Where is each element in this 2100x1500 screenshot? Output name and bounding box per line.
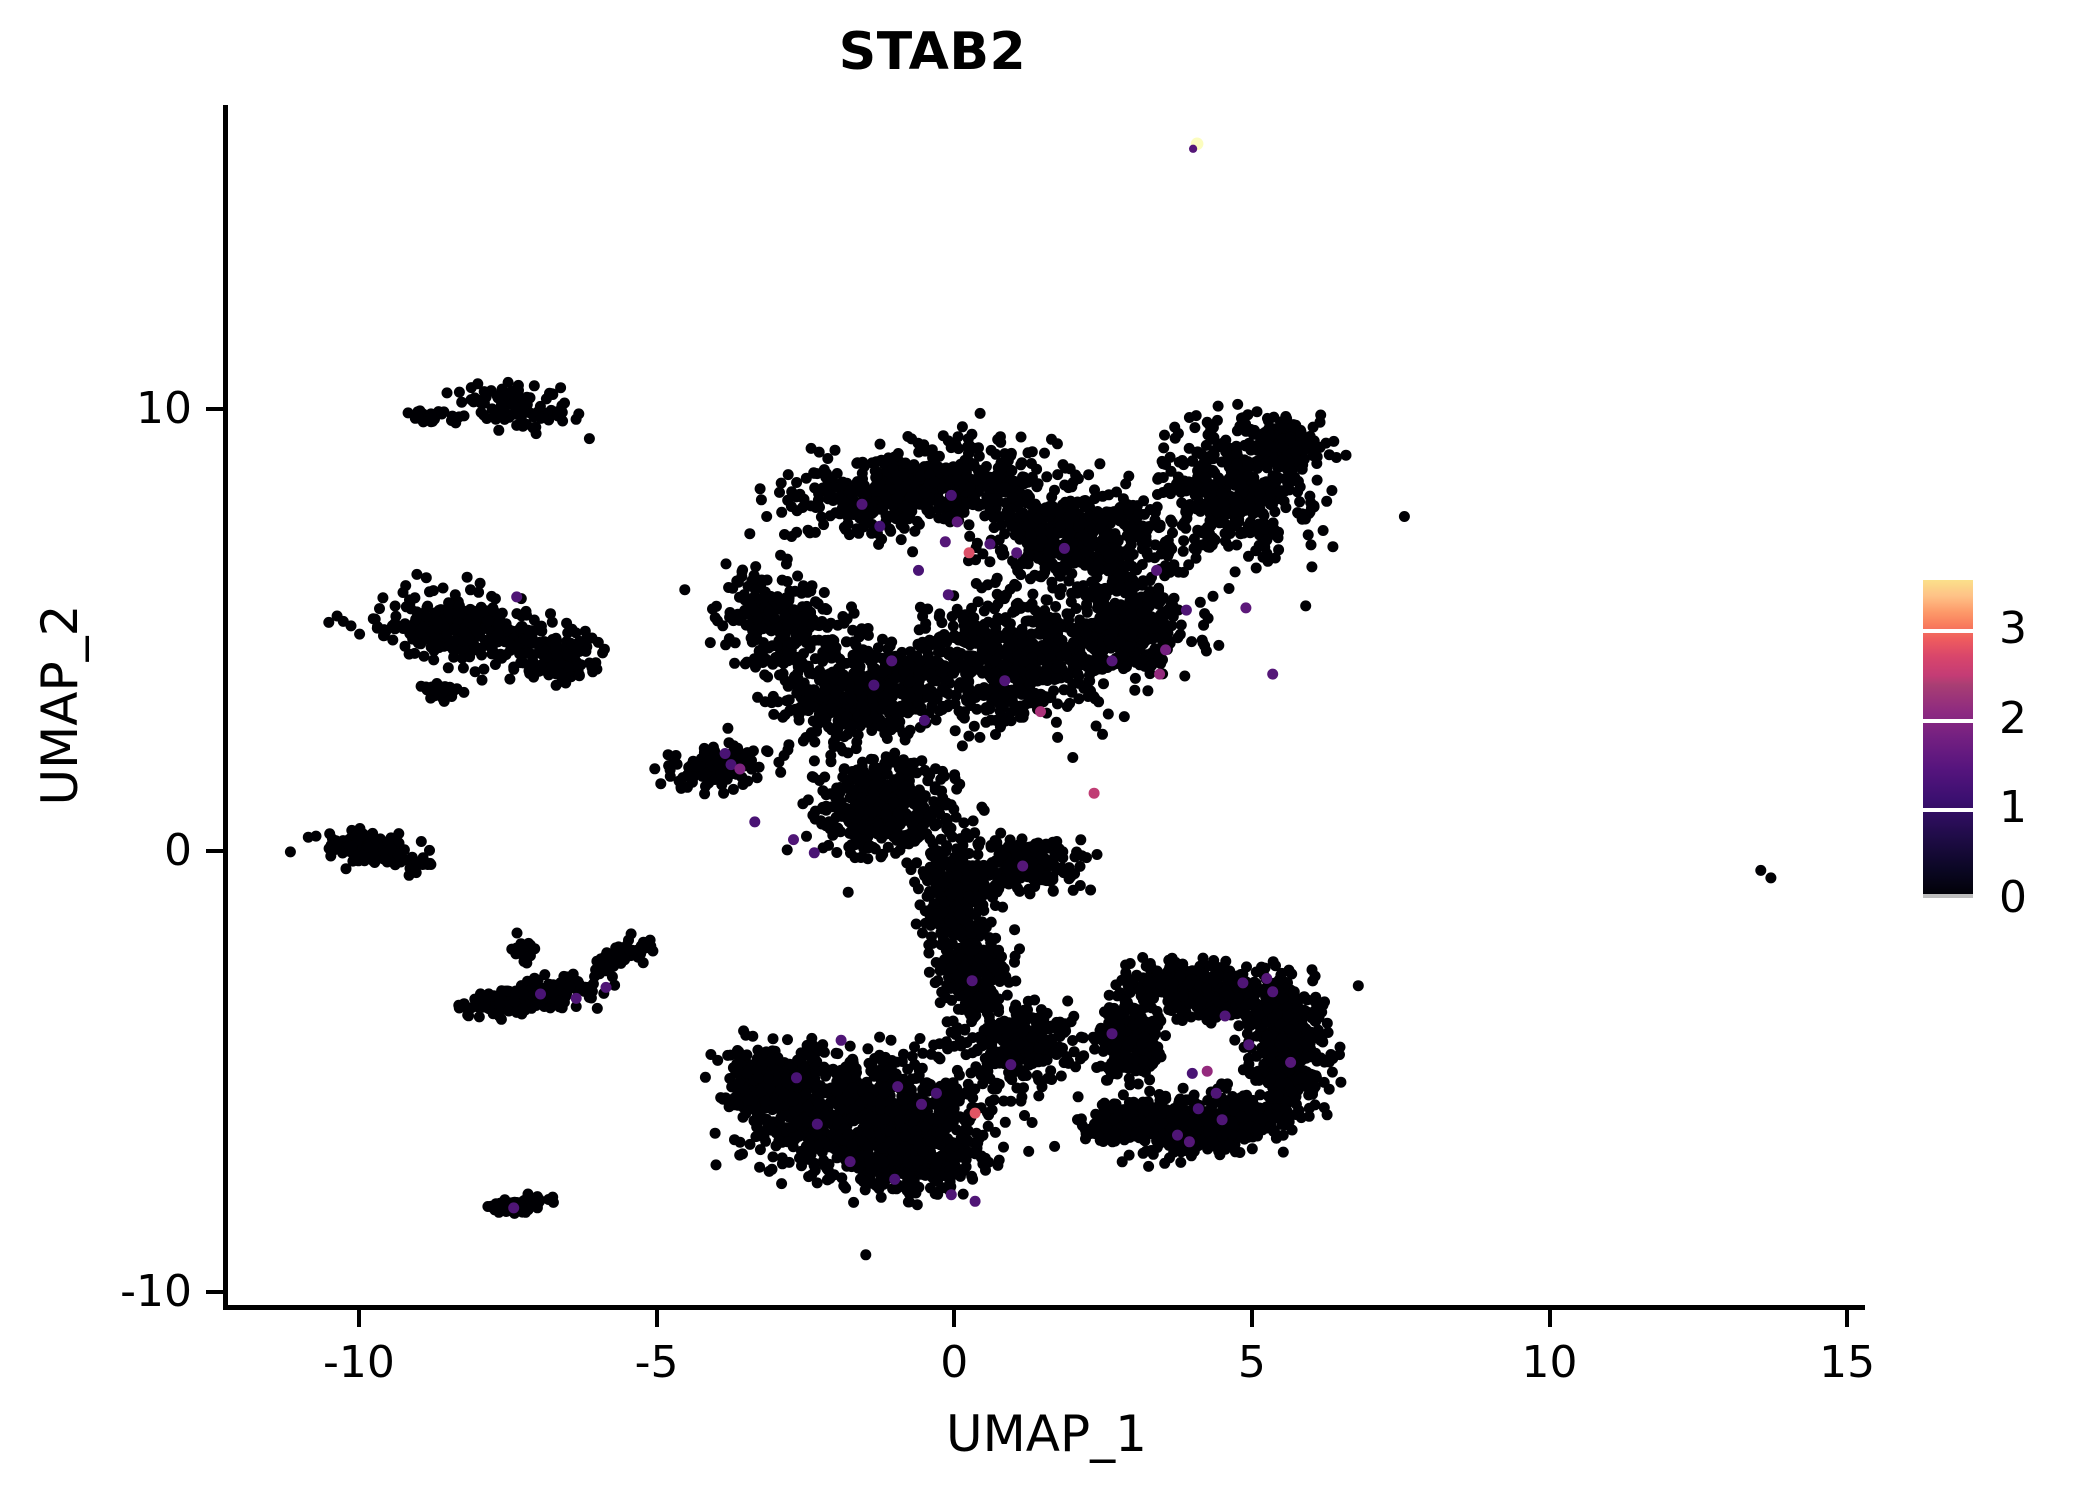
x-tick-label: -5: [634, 1337, 679, 1388]
x-tick-label: -10: [323, 1337, 395, 1388]
y-tick-label: -10: [120, 1265, 192, 1317]
y-tick: [206, 407, 223, 412]
colorbar-tick: [1923, 894, 1973, 898]
scatter-layer: [228, 105, 1865, 1305]
colorbar: 0 1 2 3: [1923, 580, 2083, 923]
colorbar-gradient: [1923, 580, 1973, 898]
colorbar-tick: [1923, 718, 1973, 723]
colorbar-tick-label: 3: [1999, 603, 2027, 655]
x-axis-spine: [223, 1305, 1865, 1310]
x-tick-label: 5: [1237, 1337, 1266, 1388]
y-axis-spine: [223, 105, 228, 1310]
x-tick-label: 10: [1521, 1337, 1578, 1388]
x-tick: [1547, 1310, 1552, 1327]
x-tick-label: 15: [1819, 1337, 1876, 1388]
y-tick-label: 0: [164, 824, 192, 876]
x-axis-label: UMAP_1: [946, 1405, 1147, 1463]
colorbar-tick-label: 0: [1999, 872, 2027, 923]
colorbar-tick-label: 2: [1999, 692, 2027, 744]
plot-area: -10 -5 0 5 10 15 -10 0 10 UMAP_1 UMAP_2: [31, 105, 1875, 1463]
x-tick: [356, 1310, 361, 1327]
colorbar-tick-label: 1: [1999, 782, 2027, 834]
colorbar-tick: [1923, 808, 1973, 813]
x-tick: [1845, 1310, 1850, 1327]
y-tick: [206, 848, 223, 853]
colorbar-tick: [1923, 629, 1973, 634]
page-title: STAB2: [838, 22, 1027, 82]
scatter-points: [284, 137, 1777, 1261]
y-tick: [206, 1289, 223, 1294]
x-tick: [654, 1310, 659, 1327]
x-tick: [952, 1310, 957, 1327]
y-tick-label: 10: [136, 383, 192, 435]
y-axis-label: UMAP_2: [31, 604, 89, 806]
x-tick-label: 0: [940, 1337, 969, 1388]
x-tick: [1249, 1310, 1254, 1327]
